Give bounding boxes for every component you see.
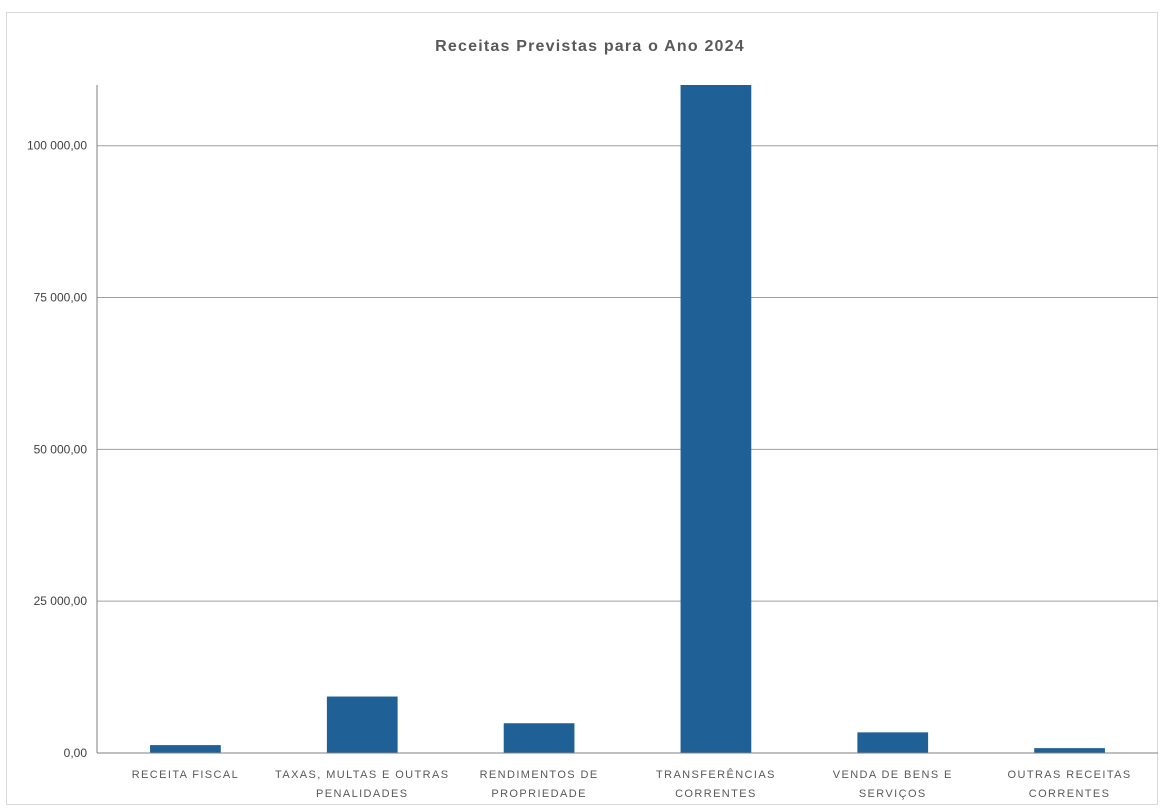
x-tick-label: VENDA DE BENS E <box>833 769 953 781</box>
gridlines <box>97 145 1158 602</box>
x-tick-label: PENALIDADES <box>316 788 408 800</box>
y-tick-label: 75 000,00 <box>34 291 88 305</box>
chart-title: Receitas Previstas para o Ano 2024 <box>435 38 745 55</box>
y-axis-tick-labels: 0,00 25 000,00 50 000,00 75 000,00 100 000,0… <box>27 139 87 760</box>
y-tick-label: 50 000,00 <box>34 442 88 456</box>
x-tick-label: RECEITA FISCAL <box>132 769 239 781</box>
chart-frame <box>6 12 1158 805</box>
x-tick-label: TAXAS, MULTAS E OUTRAS <box>275 769 449 781</box>
x-axis-tick-labels: RECEITA FISCAL TAXAS, MULTAS E OUTRAS PENA… <box>132 768 1132 800</box>
y-tick-label: 25 000,00 <box>34 594 88 608</box>
bars <box>150 85 1105 753</box>
x-tick-label: OUTRAS RECEITAS <box>1008 769 1132 781</box>
y-tick-label: 100 000,00 <box>27 139 87 153</box>
bar <box>857 732 929 753</box>
y-tick-label: 0,00 <box>64 746 88 760</box>
axes <box>96 85 1158 754</box>
bar <box>150 745 221 753</box>
bar <box>326 696 398 753</box>
bar <box>680 85 752 753</box>
x-tick-label: TRANSFERÊNCIAS <box>656 768 776 781</box>
x-tick-label: CORRENTES <box>675 788 757 800</box>
x-tick-label: SERVIÇOS <box>859 788 927 800</box>
x-tick-label: CORRENTES <box>1029 788 1111 800</box>
bar <box>503 723 575 753</box>
x-tick-label: RENDIMENTOS DE <box>480 769 599 781</box>
bar <box>1034 748 1105 753</box>
x-tick-label: PROPRIEDADE <box>491 788 586 800</box>
